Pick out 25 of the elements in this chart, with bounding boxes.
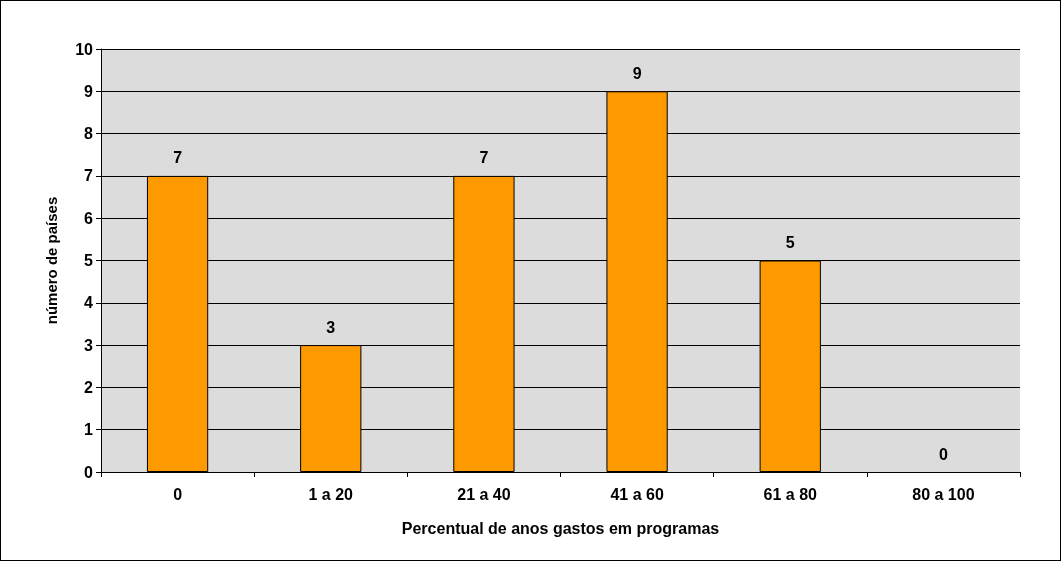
x-tick-label: 0 xyxy=(173,485,183,503)
x-axis-title: Percentual de anos gastos em programas xyxy=(401,519,720,537)
x-tick-label: 41 a 60 xyxy=(610,485,664,503)
y-tick-label: 10 xyxy=(75,40,94,58)
x-tick-label: 1 a 20 xyxy=(308,485,354,503)
y-tick-label: 7 xyxy=(84,167,94,185)
y-tick-label: 9 xyxy=(84,82,94,100)
y-tick-label: 8 xyxy=(84,125,94,143)
y-tick-label: 3 xyxy=(84,336,94,354)
y-tick-label: 0 xyxy=(84,463,94,481)
y-tick-label: 6 xyxy=(84,209,94,227)
data-label: 0 xyxy=(938,445,948,463)
data-label: 3 xyxy=(326,318,336,336)
y-tick-label: 2 xyxy=(84,378,94,396)
x-tick-label: 21 a 40 xyxy=(457,485,511,503)
y-tick-label: 4 xyxy=(84,294,94,312)
x-tick-label: 61 a 80 xyxy=(763,485,818,503)
data-label: 5 xyxy=(785,234,795,251)
y-tick-label: 5 xyxy=(84,252,94,269)
data-label: 7 xyxy=(479,149,489,167)
x-tick-label: 80 a 100 xyxy=(912,485,975,503)
data-label: 7 xyxy=(173,149,183,167)
y-axis-title: número de países xyxy=(43,196,60,325)
y-tick-label: 1 xyxy=(84,421,94,439)
data-label: 9 xyxy=(632,64,642,82)
